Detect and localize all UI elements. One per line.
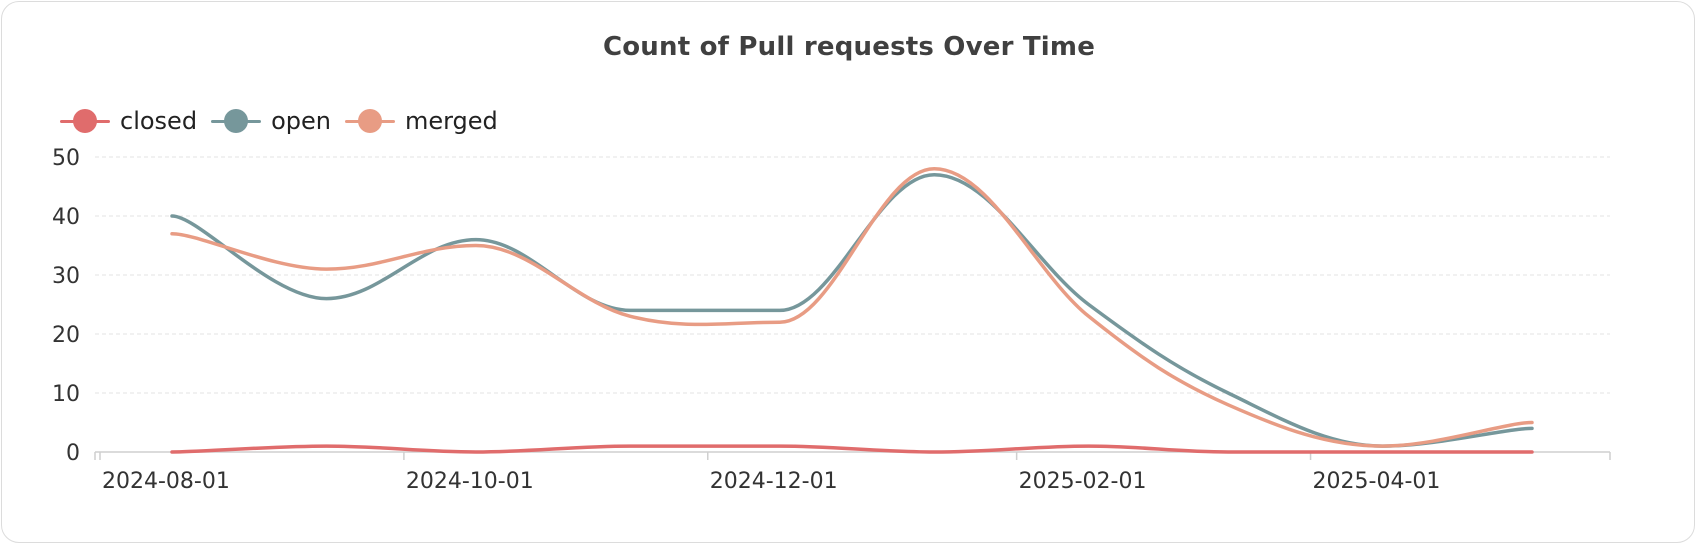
legend-item-closed[interactable]: closed: [60, 107, 197, 135]
legend-label-open: open: [271, 107, 331, 135]
x-tick-label-2024-12-01: 2024-12-01: [710, 469, 838, 494]
x-tick-label-2024-08-01: 2024-08-01: [102, 469, 230, 494]
x-tick-label-2025-02-01: 2025-02-01: [1019, 469, 1147, 494]
legend-item-merged[interactable]: merged: [344, 107, 498, 135]
x-tick-label-2025-04-01: 2025-04-01: [1313, 469, 1441, 494]
y-tick-label-30: 30: [52, 264, 80, 289]
chart-legend: closed open merged: [60, 104, 512, 138]
series-line-closed[interactable]: [170, 444, 1534, 454]
legend-swatch-open: [211, 109, 262, 133]
series-line-merged[interactable]: [170, 167, 1534, 448]
y-tick-label-10: 10: [52, 382, 80, 407]
y-tick-label-50: 50: [52, 146, 80, 171]
series-line-open[interactable]: [170, 172, 1534, 448]
legend-swatch-closed: [60, 109, 110, 133]
legend-swatch-merged: [344, 109, 395, 133]
y-tick-label-0: 0: [66, 441, 80, 466]
chart-title: Count of Pull requests Over Time: [602, 32, 1096, 62]
legend-item-open[interactable]: open: [211, 107, 331, 135]
y-tick-label-20: 20: [52, 323, 80, 348]
legend-label-merged: merged: [404, 107, 498, 135]
x-tick-label-2024-10-01: 2024-10-01: [406, 469, 534, 494]
legend-label-closed: closed: [120, 107, 198, 135]
y-tick-label-40: 40: [52, 205, 80, 230]
